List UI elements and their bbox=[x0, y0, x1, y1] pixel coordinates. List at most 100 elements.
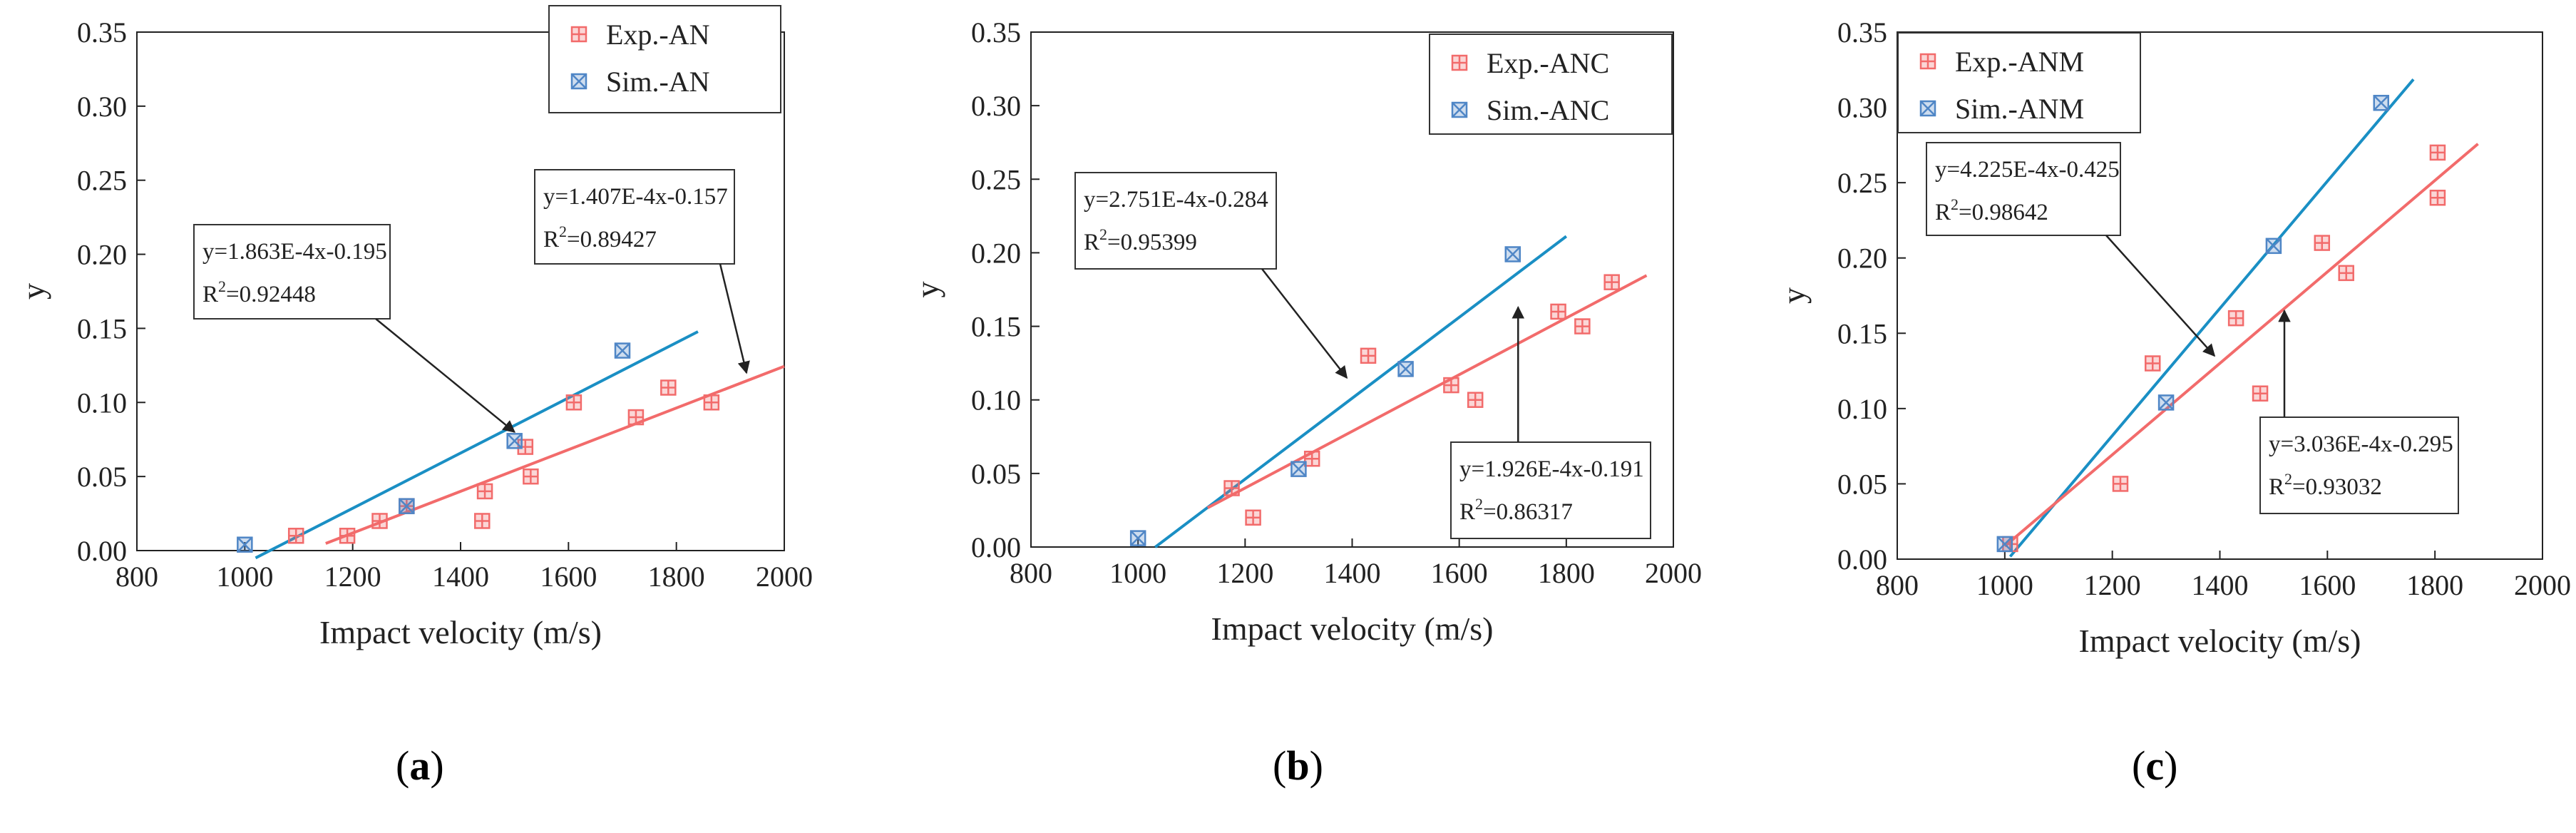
panel-a-annotation-arrow-0 bbox=[375, 318, 516, 433]
panel-a-point-exp bbox=[565, 394, 583, 411]
panel-c-r2-symbol: R bbox=[2269, 474, 2284, 500]
panel-c-legend-marker-sim bbox=[1919, 100, 1936, 117]
panel-c-ytick-label: 0.00 bbox=[1837, 543, 1887, 576]
panel-c-point-exp bbox=[2429, 144, 2446, 161]
panel-c-legend-label-sim: Sim.-ANM bbox=[1955, 93, 2084, 125]
panel-a-legend-marker-sim bbox=[570, 73, 587, 90]
panel-c-legend-marker-exp bbox=[1919, 53, 1936, 70]
panel-c-point-sim bbox=[2265, 237, 2282, 255]
panel-a-r2-exponent: 2 bbox=[559, 223, 567, 240]
panel-a-legend-label-sim: Sim.-AN bbox=[606, 66, 710, 98]
caption-c: (c) bbox=[2132, 742, 2178, 789]
panel-a-point-sim bbox=[237, 536, 253, 553]
panel-a-fit-line-exp bbox=[325, 364, 785, 545]
caption-a: (a) bbox=[396, 742, 444, 789]
panel-b-annotation-box-1 bbox=[1450, 441, 1651, 539]
caption-b-letter: b bbox=[1286, 742, 1310, 789]
chart-panel-a: 800 1000 1200 1400 1600 1800 2000 0.00 0.05 0.10 0… bbox=[15, 5, 813, 650]
panel-b-ytick-label: 0.25 bbox=[971, 163, 1021, 195]
panel-b-annotation-equation-1: y=1.926E-4x-0.191 bbox=[1459, 456, 1644, 482]
panel-c-annotation-r2-0: R2=0.98642 bbox=[1935, 195, 2048, 225]
panel-a-ytick-label: 0.20 bbox=[77, 239, 127, 271]
panel-a-ytick-label: 0.00 bbox=[77, 535, 127, 567]
panel-b-ytick-label: 0.20 bbox=[971, 237, 1021, 269]
panel-b-r2-exponent: 2 bbox=[1099, 225, 1107, 243]
panel-b-r2-symbol: R bbox=[1084, 230, 1099, 255]
panel-a-point-exp bbox=[339, 527, 356, 544]
panel-c-point-sim-d2 bbox=[2266, 237, 2282, 254]
panel-a-legend-marker-sim-d2 bbox=[571, 73, 587, 89]
panel-b-xtick-label: 1400 bbox=[1324, 557, 1381, 589]
panel-a-point-exp bbox=[371, 513, 388, 529]
panel-a-ytick-label: 0.05 bbox=[77, 461, 127, 493]
panel-b-xtick-label: 1800 bbox=[1538, 557, 1595, 589]
panel-a-point-sim bbox=[614, 342, 631, 359]
panel-b-fit-line-sim bbox=[1154, 235, 1568, 548]
panel-b-legend-label-exp: Exp.-ANC bbox=[1487, 47, 1609, 79]
panel-b-point-sim-d2 bbox=[1397, 361, 1414, 377]
panel-b-r2-value: =0.86317 bbox=[1483, 499, 1573, 525]
panel-c-point-exp bbox=[2338, 265, 2354, 282]
panel-c-r2-exponent: 2 bbox=[1951, 195, 1959, 213]
panel-b-annotation-r2-0: R2=0.95399 bbox=[1084, 225, 1197, 255]
panel-c-annotation-equation-0: y=4.225E-4x-0.425 bbox=[1935, 157, 2120, 183]
panel-a-point-exp bbox=[660, 379, 677, 396]
panel-c-xtick-label: 1200 bbox=[2084, 569, 2141, 601]
panel-b-annotation-r2-1: R2=0.86317 bbox=[1459, 495, 1573, 525]
panel-c-point-sim-d2 bbox=[2158, 394, 2174, 411]
panel-a-point-exp bbox=[287, 527, 304, 544]
panel-b-point-exp bbox=[1550, 303, 1566, 320]
panel-b-annotation-equation-0: y=2.751E-4x-0.284 bbox=[1084, 187, 1268, 213]
panel-c-legend-label-exp: Exp.-ANM bbox=[1955, 46, 2084, 78]
panel-c-legend-box bbox=[1897, 32, 2141, 133]
panel-b-point-sim bbox=[1129, 530, 1146, 546]
panel-c-point-sim-d2 bbox=[1996, 536, 2013, 552]
panel-c-ytick-label: 0.30 bbox=[1837, 92, 1887, 124]
panel-b-point-sim bbox=[1290, 461, 1307, 477]
panel-b-point-sim bbox=[1504, 246, 1521, 262]
panel-c-annotation-arrow-0 bbox=[2105, 235, 2216, 357]
panel-b-point-exp bbox=[1574, 318, 1591, 334]
panel-c-ytick-label: 0.20 bbox=[1837, 242, 1887, 275]
panel-a-annotation-equation-1: y=1.407E-4x-0.157 bbox=[543, 184, 728, 210]
panel-b-ytick-label: 0.10 bbox=[971, 384, 1021, 416]
panel-a-annotation-r2-0: R2=0.92448 bbox=[202, 277, 316, 307]
panel-c-xtick-label: 1400 bbox=[2192, 569, 2249, 601]
panel-c-ylabel: y bbox=[1775, 287, 1812, 304]
panel-b-point-sim bbox=[1397, 361, 1414, 377]
panel-c-point-exp bbox=[2429, 190, 2446, 206]
panel-a-point-exp bbox=[627, 409, 645, 426]
panel-c-ytick-label: 0.35 bbox=[1837, 16, 1887, 48]
panel-b-ytick-label: 0.15 bbox=[971, 311, 1021, 343]
chart-panel-b: 800 1000 1200 1400 1600 1800 2000 0.00 0.05 0.10 0… bbox=[909, 16, 1702, 647]
panel-b-legend-label-sim: Sim.-ANC bbox=[1487, 94, 1609, 126]
panel-b-legend-marker-sim-d2 bbox=[1452, 102, 1467, 118]
panel-c-xtick-label: 800 bbox=[1876, 569, 1919, 601]
panel-a-annotation-box-1 bbox=[534, 169, 735, 265]
panel-a-point-exp bbox=[474, 513, 491, 529]
panel-b-r2-symbol: R bbox=[1459, 499, 1475, 525]
panel-a-annotation-box-0 bbox=[193, 224, 391, 320]
panel-c-point-sim bbox=[2157, 394, 2175, 411]
panel-a-xtick-label: 1400 bbox=[432, 561, 489, 593]
panel-b-ylabel: y bbox=[909, 282, 945, 298]
panel-c-ytick-label: 0.10 bbox=[1837, 393, 1887, 425]
panel-c-xtick-label: 1000 bbox=[1976, 569, 2033, 601]
panel-a-xtick-label: 1200 bbox=[324, 561, 381, 593]
chart-panel-c: 800 1000 1200 1400 1600 1800 2000 0.00 0.05 0.10 0… bbox=[1775, 16, 2571, 659]
caption-c-letter: c bbox=[2145, 742, 2165, 789]
panel-b-annotation-arrow-0 bbox=[1261, 268, 1348, 379]
panel-b-legend-box bbox=[1429, 34, 1673, 135]
panel-b-point-exp bbox=[1245, 509, 1261, 526]
panel-a-legend-box bbox=[548, 5, 781, 113]
panel-c-legend-marker-sim-d2 bbox=[1920, 101, 1936, 116]
panel-c-r2-symbol: R bbox=[1935, 200, 1951, 225]
panel-a-legend-marker-exp bbox=[570, 26, 587, 43]
panel-c-xtick-label: 1600 bbox=[2299, 569, 2356, 601]
panel-a-ytick-label: 0.10 bbox=[77, 387, 127, 419]
panel-a-legend-label-exp: Exp.-AN bbox=[606, 19, 710, 51]
panel-b-annotation-box-0 bbox=[1074, 172, 1277, 270]
panel-a-point-sim-d2 bbox=[506, 433, 523, 449]
panel-b-xtick-label: 1000 bbox=[1109, 557, 1166, 589]
panel-c-fit-line-exp bbox=[2003, 143, 2479, 548]
